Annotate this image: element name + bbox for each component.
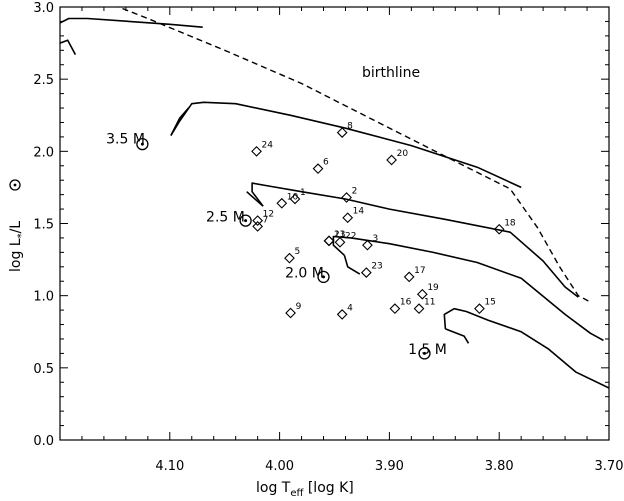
star-id-label: 10: [287, 192, 299, 202]
star-id-label: 22: [345, 231, 356, 241]
evolutionary-track-hook: [246, 191, 264, 207]
evolutionary-track-hook: [60, 39, 77, 55]
star-id-label: 19: [427, 283, 439, 293]
mass-label: 2.0 M: [285, 266, 324, 282]
star-id-label: 11: [424, 298, 435, 308]
star-id-label: 21: [334, 230, 345, 240]
star-id-label: 23: [371, 262, 382, 272]
star-marker-diamond: [341, 192, 352, 203]
star-id-label: 3: [372, 234, 378, 244]
star-marker-diamond: [416, 288, 428, 300]
star-marker-diamond: [252, 215, 264, 226]
evolutionary-track-line: [170, 101, 522, 189]
plot-frame: [59, 6, 610, 441]
star-id-label: 9: [296, 302, 302, 312]
star-id-label: 17: [414, 266, 425, 276]
star-id-label: 12: [263, 210, 274, 220]
mass-label: 3.5 M: [106, 131, 145, 147]
y-axis-title-sun-icon: [9, 179, 21, 191]
x-tick-label: 4.10: [155, 459, 184, 474]
evolutionary-track-line: [251, 182, 579, 298]
star-id-label: 6: [323, 158, 329, 168]
star-marker-diamond: [386, 154, 397, 166]
star-id-label: 5: [294, 247, 300, 257]
star-id-label: 2: [352, 187, 358, 197]
star-marker-diamond: [474, 303, 485, 315]
star-marker-diamond: [336, 127, 348, 138]
star-id-label: 8: [347, 122, 353, 132]
star-id-label: 16: [400, 298, 412, 308]
solar-mass-sun-icon: [239, 214, 252, 227]
birthline-label: birthline: [362, 65, 420, 81]
star-id-label: 18: [504, 218, 516, 228]
birthline-curve: [116, 7, 590, 303]
star-marker-diamond: [362, 239, 373, 251]
star-marker-diamond: [323, 235, 335, 247]
y-tick-label: 1.5: [33, 218, 54, 233]
solar-mass-sun-icon: [418, 347, 431, 360]
x-tick-label: 3.90: [375, 459, 404, 474]
star-marker-diamond: [413, 303, 425, 315]
evolutionary-track-line: [332, 235, 604, 342]
x-axis-title: log Teff [log K]: [256, 480, 354, 499]
evolutionary-track-hook: [170, 107, 190, 136]
star-marker-diamond: [389, 303, 401, 315]
evolutionary-track-line: [443, 307, 609, 389]
y-tick-label: 2.0: [33, 145, 54, 160]
star-marker-diamond: [360, 267, 372, 278]
y-tick-label: 1.0: [33, 290, 54, 305]
star-id-label: 13: [334, 230, 345, 240]
star-marker-diamond: [403, 271, 415, 283]
star-id-label: 1: [300, 188, 306, 198]
evolutionary-track-line: [60, 17, 203, 28]
mass-label: 2.5 M: [206, 209, 245, 225]
star-marker-diamond: [336, 309, 348, 320]
y-tick-label: 0.5: [33, 362, 54, 377]
y-tick-label: 3.0: [33, 1, 54, 16]
evolutionary-track-hook: [445, 328, 470, 344]
star-marker-diamond: [284, 252, 295, 264]
star-marker-diamond: [334, 236, 346, 248]
solar-mass-sun-icon: [317, 270, 330, 284]
star-marker-diamond: [252, 221, 264, 232]
star-id-label: 4: [347, 303, 353, 313]
x-tick-label: 4.00: [265, 459, 294, 474]
star-id-label: 20: [397, 149, 409, 159]
star-marker-diamond: [289, 193, 301, 205]
star-marker-diamond: [323, 235, 335, 247]
star-marker-diamond: [285, 307, 296, 319]
star-id-label: 7: [263, 215, 269, 225]
star-marker-diamond: [493, 223, 505, 235]
star-marker-diamond: [342, 212, 354, 224]
solar-mass-sun-icon: [136, 137, 149, 151]
star-id-label: 14: [353, 207, 365, 217]
star-id-label: 24: [262, 140, 274, 150]
y-tick-label: 2.5: [33, 73, 54, 88]
star-id-label: 15: [484, 298, 495, 308]
y-tick-label: 0.0: [33, 434, 54, 449]
evolutionary-track-hook: [343, 255, 361, 275]
x-tick-label: 3.80: [485, 459, 514, 474]
y-axis-title: log L*/L: [8, 221, 27, 272]
star-marker-diamond: [276, 197, 288, 209]
star-marker-diamond: [312, 163, 324, 175]
x-tick-label: 3.70: [595, 459, 624, 474]
mass-label: 1.5 M: [408, 342, 447, 358]
star-marker-diamond: [251, 145, 262, 157]
